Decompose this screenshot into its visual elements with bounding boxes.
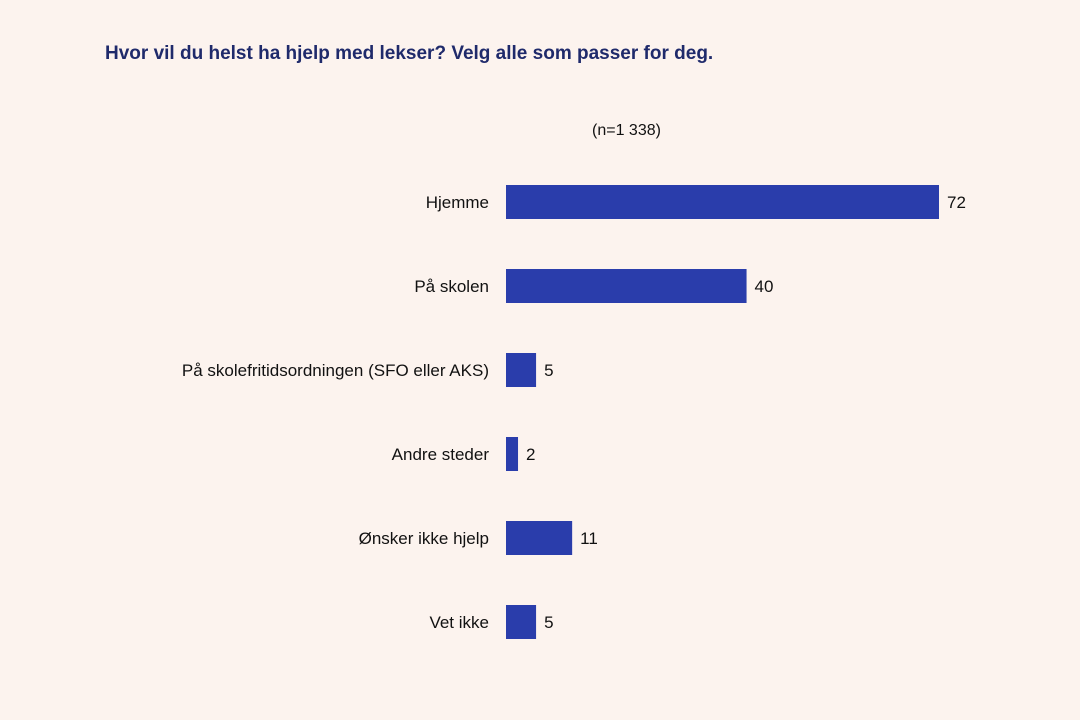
data-label: 5	[544, 613, 553, 632]
category-label: Hjemme	[426, 193, 489, 212]
chart-title: Hvor vil du helst ha hjelp med lekser? V…	[105, 43, 714, 64]
data-label: 40	[755, 277, 774, 296]
chart-subtitle: (n=1 338)	[592, 122, 661, 139]
category-label: Andre steder	[392, 445, 490, 464]
bar	[506, 605, 537, 639]
category-label: På skolen	[414, 277, 489, 296]
category-label: På skolefritidsordningen (SFO eller AKS)	[182, 361, 489, 380]
data-label: 2	[526, 445, 535, 464]
data-label: 5	[544, 361, 553, 380]
bar	[506, 521, 573, 555]
category-label: Vet ikke	[429, 613, 489, 632]
data-label: 11	[580, 529, 598, 548]
data-label: 72	[947, 193, 966, 212]
bar	[506, 437, 519, 471]
bar	[506, 353, 537, 387]
bar	[506, 269, 747, 303]
bar	[506, 185, 939, 219]
category-label: Ønsker ikke hjelp	[359, 529, 489, 548]
